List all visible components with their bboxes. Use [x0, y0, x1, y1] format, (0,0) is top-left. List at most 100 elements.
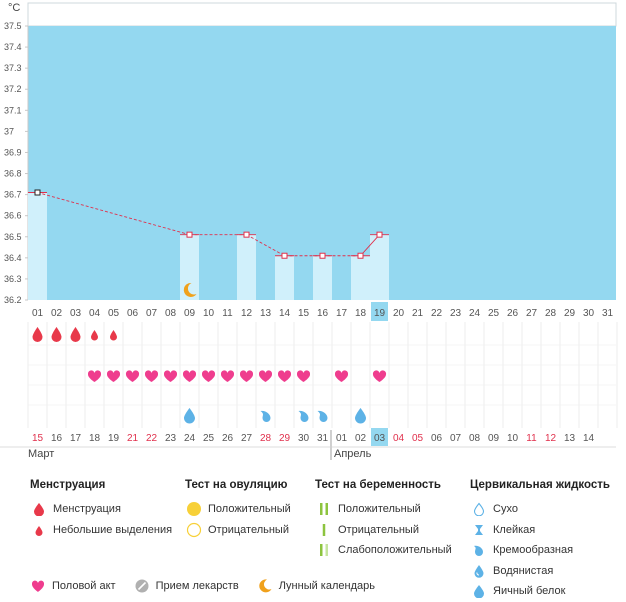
- y-tick-label: 36.8: [4, 169, 22, 179]
- y-tick-label: 36.6: [4, 211, 22, 221]
- blood-drop-icon: [70, 327, 81, 342]
- date-label: 02: [355, 433, 367, 444]
- heart-icon: [201, 370, 216, 382]
- small-blood-drop-icon: [110, 330, 117, 341]
- day-label: 14: [279, 308, 291, 319]
- y-tick-label: 37.2: [4, 84, 22, 94]
- day-label: 02: [51, 308, 63, 319]
- legend-label: Слабоположительный: [338, 544, 452, 557]
- temperature-line-segment: [37, 192, 190, 236]
- heart-icon: [334, 370, 349, 382]
- day-label: 13: [260, 308, 272, 319]
- legend-item-lunar: Лунный календарь: [257, 578, 375, 594]
- moon-icon: [183, 282, 197, 297]
- date-label: 19: [108, 433, 120, 444]
- date-label: 08: [469, 433, 481, 444]
- small-blood-drop-icon: [30, 522, 48, 538]
- today-highlight: [371, 302, 388, 321]
- legend-label: Отрицательный: [338, 523, 419, 536]
- bbt-chart: °C 37.5 37.4 37.3 37.2 37.1 37 36.9 36.8 36.7 36.6…: [0, 2, 618, 460]
- day-label: 26: [507, 308, 519, 319]
- day-label: 31: [602, 308, 614, 319]
- y-tick-label: 37.5: [4, 21, 22, 31]
- day-label: 22: [431, 308, 443, 319]
- eggwhite-drop-icon: [184, 408, 195, 424]
- day-label: 05: [108, 308, 120, 319]
- legend-label: Кремообразная: [493, 544, 574, 557]
- heart-icon: [30, 578, 46, 594]
- legend-label: Половой акт: [52, 580, 116, 592]
- day-label: 09: [184, 308, 196, 319]
- day-label: 28: [545, 308, 557, 319]
- day-label: 10: [203, 308, 215, 319]
- heart-icon: [372, 370, 387, 382]
- temperature-bar: [28, 192, 47, 300]
- heart-icon: [144, 370, 159, 382]
- day-label: 29: [564, 308, 576, 319]
- date-label: 07: [450, 433, 462, 444]
- day-label: 06: [127, 308, 139, 319]
- temperature-line-segment: [360, 234, 380, 257]
- temperature-point: [319, 252, 326, 259]
- y-tick-label: 36.7: [4, 190, 22, 200]
- blood-drop-icon: [51, 327, 62, 342]
- date-label: 04: [393, 433, 405, 444]
- legend-menstruation: Менструация Менструация Небольшие выделе…: [30, 479, 172, 540]
- two-lines-icon: [315, 501, 333, 517]
- creamy-icon: [260, 410, 271, 422]
- legend-label: Отрицательный: [208, 523, 289, 536]
- creamy-icon: [317, 410, 328, 422]
- month-label: Март: [28, 448, 54, 460]
- day-label: 16: [317, 308, 329, 319]
- date-label: 13: [564, 433, 576, 444]
- day-label: 30: [583, 308, 595, 319]
- blood-drop-icon: [30, 501, 48, 517]
- day-label: 24: [469, 308, 481, 319]
- y-tick-label: 36.5: [4, 232, 22, 242]
- empty-circle-icon: [185, 522, 203, 538]
- day-label: 03: [70, 308, 82, 319]
- temperature-line-segment: [246, 234, 285, 257]
- day-label: 11: [222, 308, 233, 319]
- y-tick-label: 37: [4, 126, 14, 136]
- y-tick-label: 37.3: [4, 63, 22, 73]
- dry-drop-icon: [470, 501, 488, 517]
- legend-label: Сухо: [493, 503, 518, 516]
- legend-pregnancy-title: Тест на беременность: [315, 479, 441, 491]
- temperature-point: [376, 231, 383, 238]
- legend-item-ovulation-negative: Отрицательный: [185, 520, 291, 541]
- temperature-bar: [351, 255, 370, 300]
- date-label: 18: [89, 433, 101, 444]
- heart-icon: [87, 370, 102, 382]
- date-label: 10: [507, 433, 519, 444]
- y-tick-label: 37.1: [4, 105, 22, 115]
- heart-icon: [220, 370, 235, 382]
- legend-item-ovulation-positive: Положительный: [185, 499, 291, 520]
- legend-label: Прием лекарств: [155, 580, 239, 592]
- day-label: 25: [488, 308, 500, 319]
- blood-drop-icon: [32, 327, 43, 342]
- legend-label: Клейкая: [493, 523, 536, 536]
- pill-icon: [134, 578, 150, 594]
- date-label: 27: [241, 433, 253, 444]
- day-label: 18: [355, 308, 367, 319]
- legend-label: Водянистая: [493, 564, 554, 577]
- date-label: 14: [583, 433, 595, 444]
- date-label: 24: [184, 433, 196, 444]
- legend-label: Яичный белок: [493, 585, 566, 598]
- date-label: 28: [260, 433, 272, 444]
- legend-item-dry: Сухо: [470, 499, 610, 520]
- legend-menstruation-title: Менструация: [30, 479, 106, 491]
- creamy-icon: [470, 542, 488, 558]
- date-label: 29: [279, 433, 291, 444]
- day-label: 07: [146, 308, 158, 319]
- legend-item-eggwhite: Яичный белок: [470, 581, 610, 602]
- eggwhite-drop-icon: [355, 408, 366, 424]
- today-date-highlight: [371, 428, 388, 446]
- temperature-bar: [275, 255, 294, 300]
- date-label: 12: [545, 433, 557, 444]
- legend-label: Положительный: [208, 503, 291, 516]
- chart-top-frame: [27, 2, 617, 27]
- day-label: 27: [526, 308, 538, 319]
- day-label: 20: [393, 308, 405, 319]
